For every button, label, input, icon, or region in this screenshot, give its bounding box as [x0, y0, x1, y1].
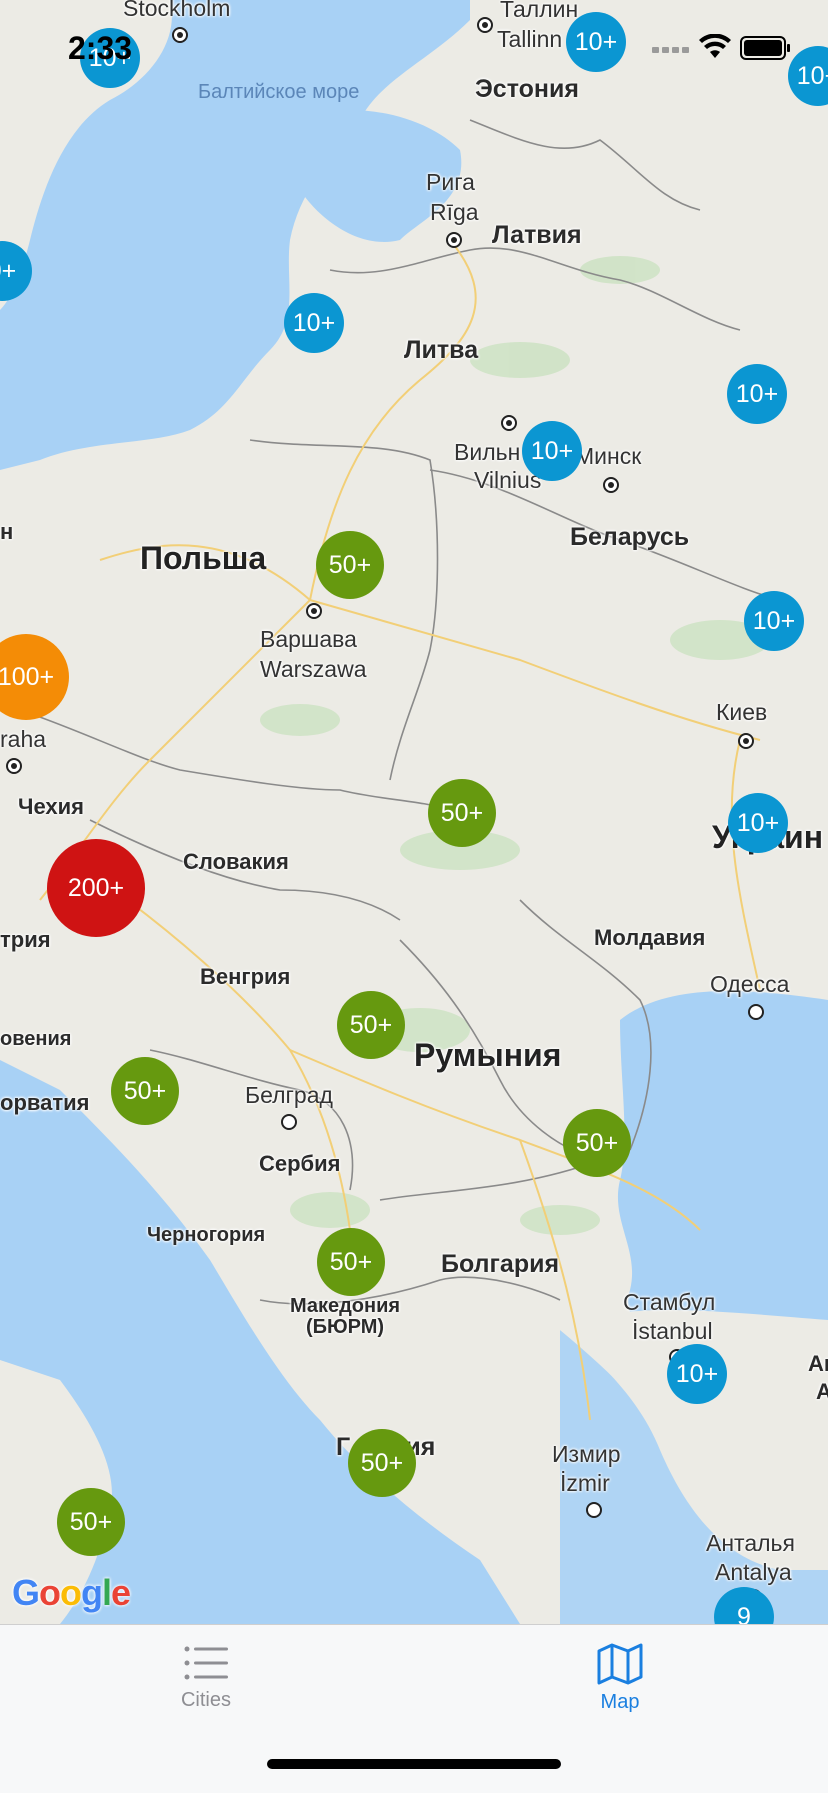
baltic-sea-label: Балтийское море	[198, 81, 360, 103]
cluster-marker[interactable]: 10+	[284, 293, 344, 353]
tab-cities[interactable]: Cities	[136, 1643, 276, 1712]
lithuania-label: Литва	[404, 336, 479, 364]
belgrade-marker	[281, 1114, 297, 1130]
tallinn-ru-label: Таллин	[500, 0, 579, 22]
cluster-marker[interactable]: 50+	[348, 1429, 416, 1497]
cluster-marker[interactable]: 10+	[667, 1344, 727, 1404]
izmir-marker	[586, 1502, 602, 1518]
estonia-label: Эстония	[475, 75, 579, 103]
map-base	[0, 0, 828, 1624]
prague-marker	[6, 758, 22, 774]
prague-label: raha	[0, 726, 47, 752]
minsk-label: Минск	[575, 443, 642, 469]
kiev-marker	[738, 733, 754, 749]
belgrade-label: Белград	[245, 1082, 333, 1108]
wifi-icon	[699, 34, 731, 58]
edge-label-a: Ан	[808, 1351, 828, 1376]
vilnius-marker	[501, 415, 517, 431]
riga-ru-label: Рига	[426, 169, 475, 195]
vilnius-ru-label: Вильн	[454, 439, 521, 465]
cluster-marker[interactable]: 10+	[566, 12, 626, 72]
cluster-marker[interactable]: 10+	[744, 591, 804, 651]
izmir-label: İzmir	[560, 1470, 610, 1496]
istanbul-label: İstanbul	[632, 1318, 713, 1344]
montenegro-label: Черногория	[147, 1224, 266, 1246]
tab-map[interactable]: Map	[550, 1643, 690, 1714]
cluster-marker[interactable]: 10+	[727, 364, 787, 424]
status-time: 2:33	[68, 30, 133, 66]
antalya-label: Antalya	[715, 1559, 792, 1585]
moldova-label: Молдавия	[594, 925, 706, 950]
edge-label-h: н	[0, 519, 14, 544]
cluster-marker[interactable]: 50+	[111, 1057, 179, 1125]
czechia-label: Чехия	[18, 794, 84, 819]
poland-label: Польша	[140, 540, 267, 576]
slovenia-label: овения	[0, 1028, 72, 1050]
romania-label: Румыния	[414, 1037, 562, 1073]
slovakia-label: Словакия	[183, 849, 289, 874]
cluster-marker[interactable]: 10+	[728, 793, 788, 853]
cluster-marker[interactable]: 200+	[47, 839, 145, 937]
home-indicator[interactable]	[267, 1759, 561, 1769]
cluster-marker[interactable]: 10+	[80, 28, 140, 88]
istanbul-ru-label: Стамбул	[623, 1289, 716, 1315]
serbia-label: Сербия	[259, 1151, 341, 1176]
izmir-ru-label: Измир	[552, 1441, 621, 1467]
kiev-label: Киев	[716, 699, 768, 725]
bulgaria-label: Болгария	[441, 1250, 560, 1278]
latvia-label: Латвия	[492, 221, 582, 249]
antalya-ru-label: Анталья	[706, 1530, 795, 1556]
riga-marker	[446, 232, 462, 248]
tallinn-marker	[477, 17, 493, 33]
greece-label-left: Г	[336, 1433, 351, 1461]
cluster-marker[interactable]: 50+	[337, 991, 405, 1059]
tab-bar: Cities Map	[0, 1624, 828, 1793]
warsaw-label: Warszawa	[260, 656, 367, 682]
hungary-label: Венгрия	[200, 964, 291, 989]
warsaw-ru-label: Варшава	[260, 626, 357, 652]
croatia-label: орватия	[0, 1090, 90, 1115]
cluster-marker[interactable]: 50+	[563, 1109, 631, 1177]
battery-icon	[740, 36, 790, 60]
map-view[interactable]: Балтийское море Stockholm Таллин Tallinn…	[0, 0, 828, 1624]
status-bar: 2:33	[0, 0, 828, 100]
cluster-marker[interactable]: 10+	[522, 421, 582, 481]
austria-label: трия	[0, 927, 51, 952]
belarus-label: Беларусь	[570, 523, 690, 551]
macedonia-label: Македония (БЮРМ)	[289, 1295, 401, 1338]
minsk-marker	[603, 477, 619, 493]
tallinn-label: Tallinn	[497, 26, 563, 52]
cluster-marker[interactable]: 100+	[0, 634, 69, 720]
cellular-signal-icon	[652, 47, 689, 53]
warsaw-marker	[306, 603, 322, 619]
riga-label: Rīga	[430, 199, 479, 225]
list-icon	[184, 1646, 228, 1680]
stockholm-label: Stockholm	[123, 0, 231, 21]
cluster-marker[interactable]: 50+	[428, 779, 496, 847]
edge-label-b: А	[816, 1379, 828, 1404]
map-icon	[597, 1643, 643, 1685]
stockholm-marker	[172, 27, 188, 43]
cluster-marker[interactable]: 50+	[316, 531, 384, 599]
tab-cities-label: Cities	[180, 1689, 231, 1711]
google-logo: Google	[12, 1572, 131, 1613]
odessa-label: Одесса	[710, 971, 790, 997]
cluster-marker[interactable]: 50+	[57, 1488, 125, 1556]
cluster-marker[interactable]: 10+	[788, 46, 828, 106]
odessa-marker	[748, 1004, 764, 1020]
tab-map-label: Map	[600, 1691, 640, 1713]
cluster-marker[interactable]: 50+	[317, 1228, 385, 1296]
